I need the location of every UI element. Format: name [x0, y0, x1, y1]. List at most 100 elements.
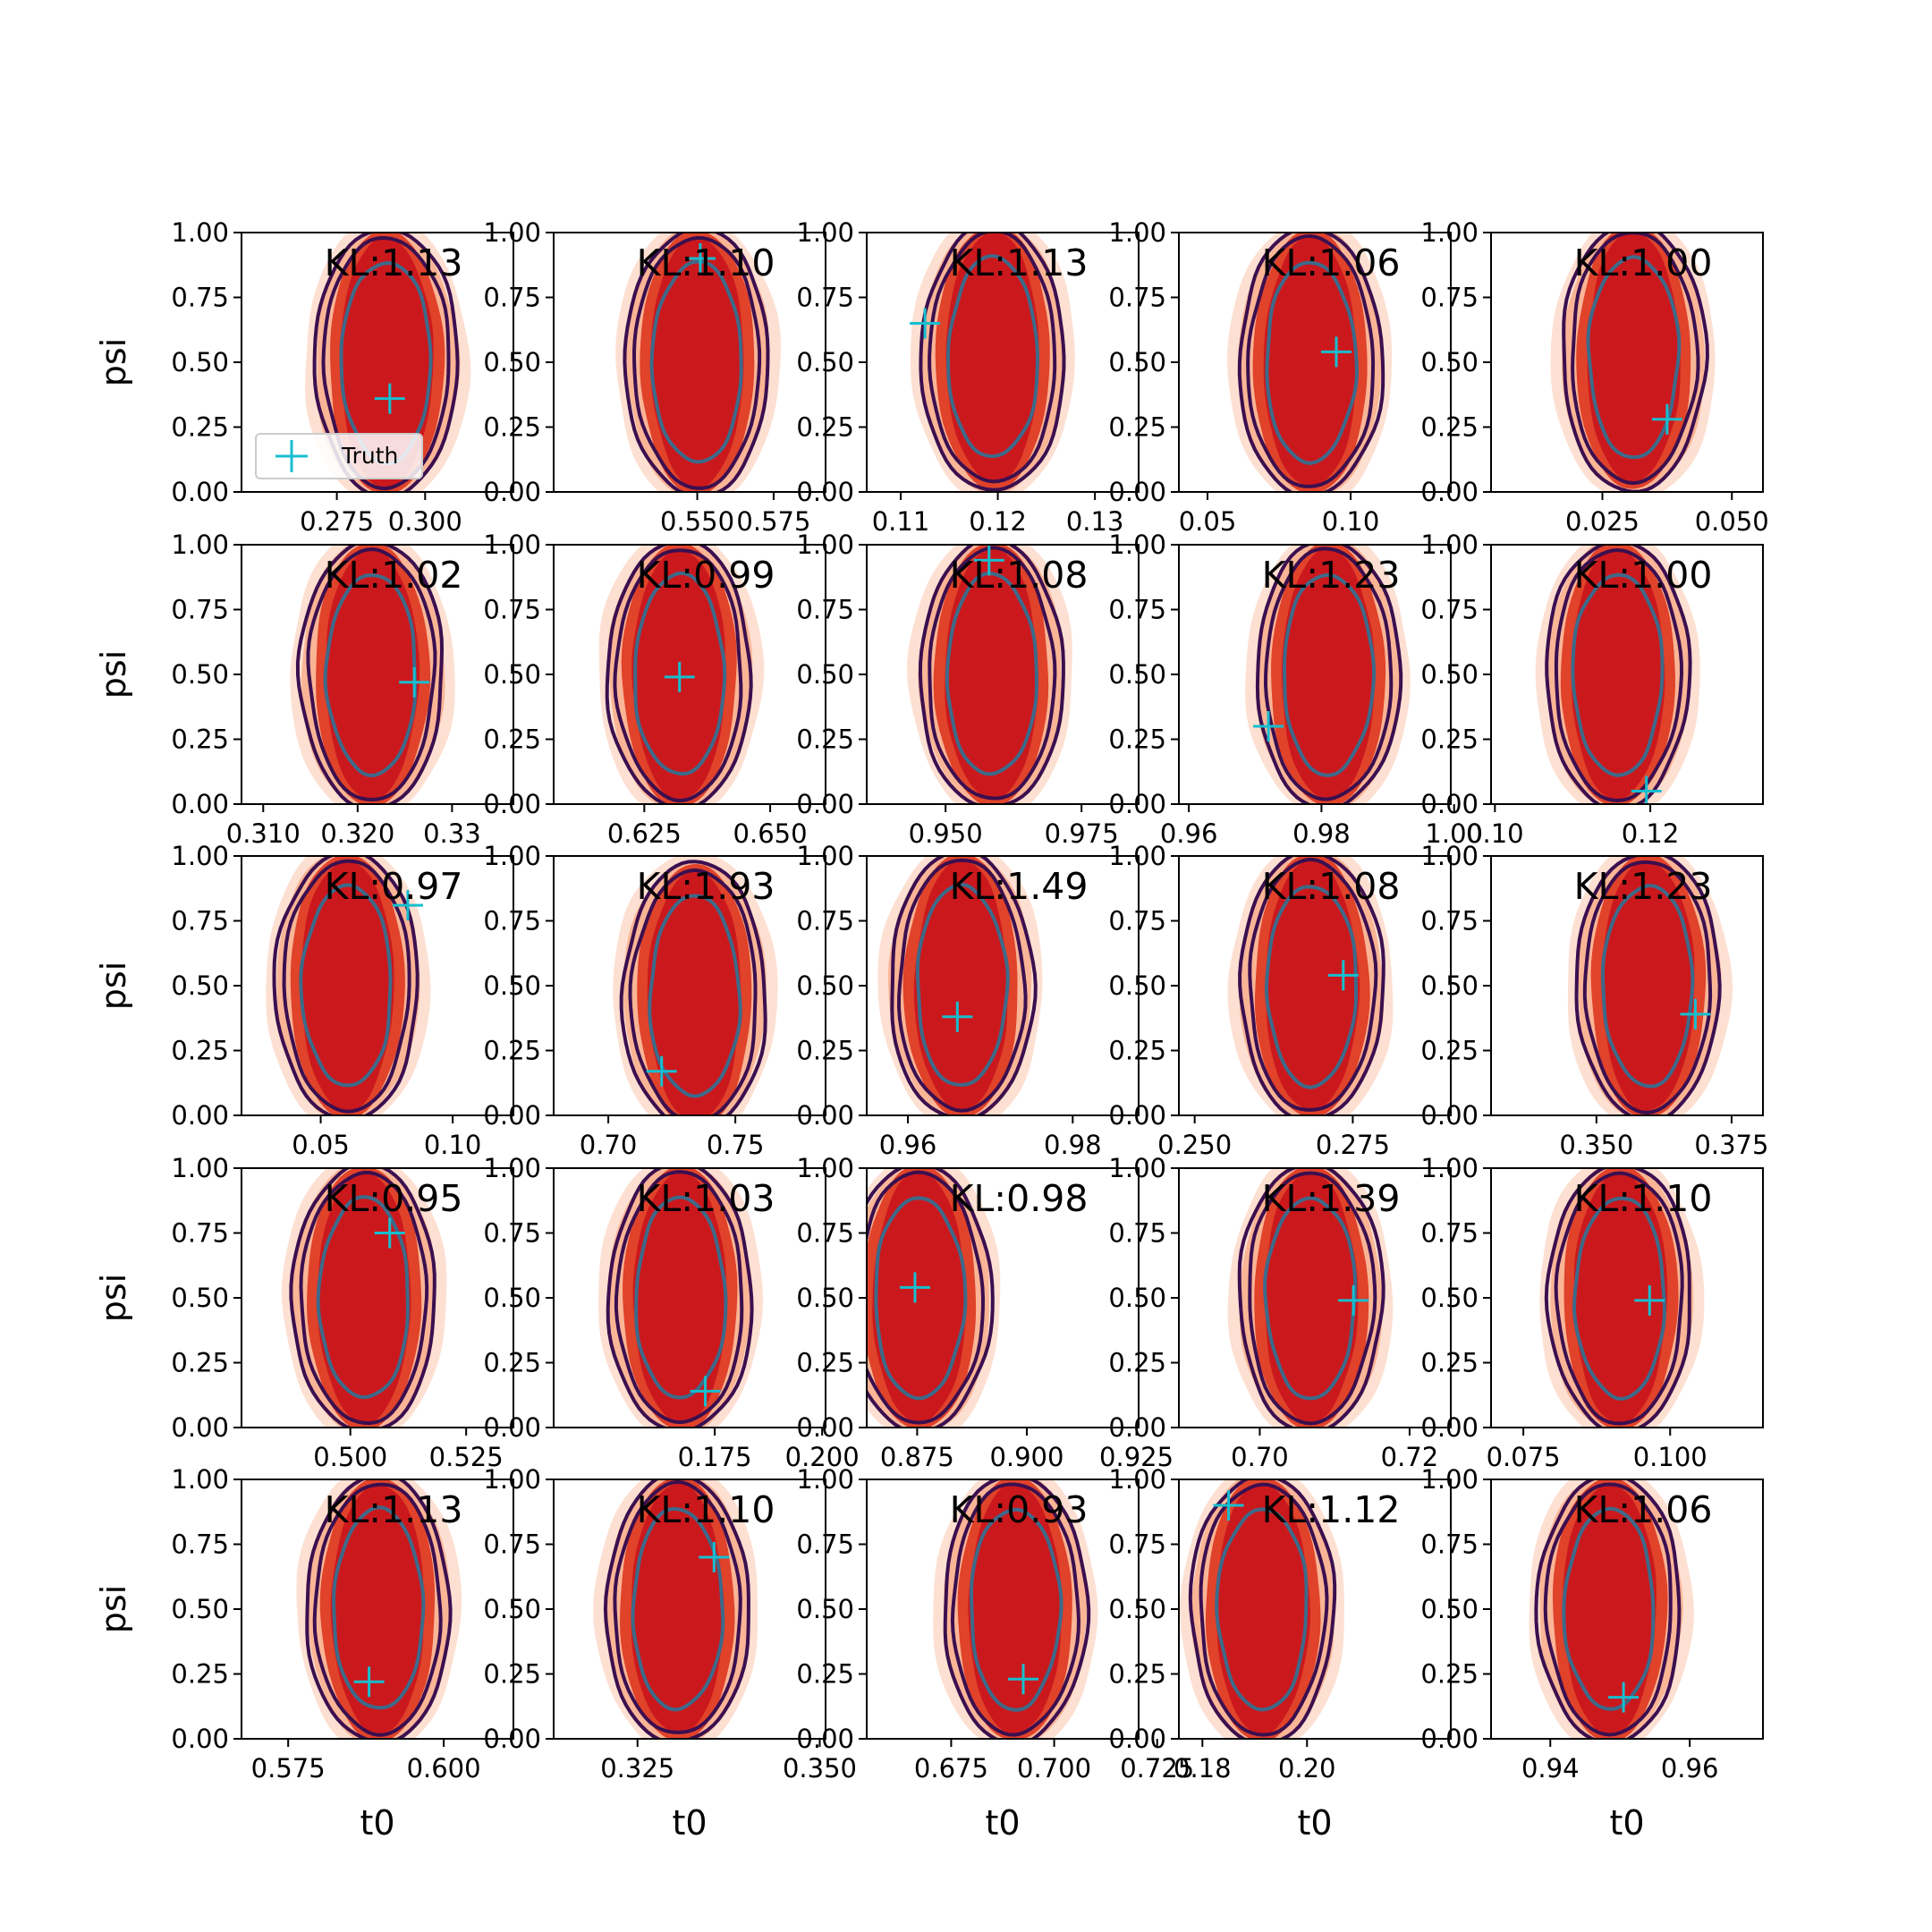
contour-outer: [1199, 1482, 1329, 1737]
kl-annotation: KL:1.02: [325, 554, 463, 597]
y-tick-label: 0.50: [483, 659, 541, 690]
x-axis: 0.500 0.525: [313, 1428, 504, 1472]
x-axis-label: t0: [672, 1803, 707, 1843]
y-tick-label: 0.50: [1108, 347, 1166, 377]
y-tick-label: 1.00: [483, 1153, 541, 1183]
x-tick-label: 0.275: [1316, 1130, 1390, 1160]
x-tick-label: 0.650: [733, 818, 808, 849]
y-tick-label: 0.00: [171, 1100, 229, 1131]
x-tick-label: 0.70: [580, 1130, 638, 1160]
truth-marker: [664, 661, 695, 692]
contour-inner: [915, 882, 1010, 1087]
subplot-2-1: 0.00 0.25 0.50 0.75 1.00 0.310 0.320 0.33 KL:1.0…: [94, 530, 514, 849]
y-tick-label: 0.00: [171, 1724, 229, 1754]
density-contours: [1227, 856, 1394, 1115]
truth-marker: [1338, 1284, 1369, 1316]
y-tick-label: 0.00: [1420, 477, 1479, 507]
kl-annotation: KL:1.39: [1262, 1177, 1401, 1220]
y-tick-label: 0.75: [796, 1218, 854, 1249]
y-tick-label: 0.50: [1108, 1283, 1166, 1313]
legend-label: Truth: [341, 443, 398, 469]
density-fill-dark: [326, 549, 420, 801]
y-tick-label: 0.75: [796, 1530, 854, 1560]
truth-marker: [1321, 336, 1352, 368]
y-tick-label: 0.75: [171, 906, 229, 936]
contour-outer: [1246, 233, 1376, 488]
contour-outer-2: [1574, 856, 1722, 1115]
density-fill-dark: [632, 1172, 726, 1423]
y-tick-label: 0.00: [483, 1724, 541, 1754]
contour-outer-2: [305, 1479, 453, 1739]
x-axis-label: t0: [1609, 1803, 1644, 1843]
y-tick-label: 0.25: [796, 724, 854, 755]
subplot-3-5: 0.00 0.25 0.50 0.75 1.00 0.350 0.375 KL:1.23: [1420, 841, 1768, 1160]
y-tick-label: 0.00: [1420, 1412, 1479, 1443]
density-fill-dark: [945, 549, 1038, 801]
y-tick-label: 0.50: [171, 1283, 229, 1313]
y-tick-label: 0.75: [483, 283, 541, 313]
contour-outer-2: [606, 1168, 754, 1428]
y-tick-label: 0.00: [796, 789, 854, 819]
contour-inner: [323, 573, 418, 778]
contour-outer: [613, 1479, 742, 1734]
truth-marker: [973, 545, 1004, 576]
y-axis-label: psi: [94, 962, 133, 1010]
y-tick-label: 0.75: [483, 1218, 541, 1249]
y-tick-label: 1.00: [1108, 841, 1166, 871]
y-axis: 0.00 0.25 0.50 0.75 1.00: [171, 841, 242, 1131]
y-axis-label: psi: [94, 650, 133, 699]
contour-outer-2: [890, 856, 1038, 1115]
y-tick-label: 1.00: [796, 217, 854, 248]
contour-inner: [1265, 260, 1360, 465]
subplot-1-2: 0.00 0.25 0.50 0.75 1.00 0.550 0.575 KL:1.10: [483, 217, 826, 537]
contour-outer: [299, 1170, 429, 1426]
y-tick-label: 0.25: [171, 1036, 229, 1066]
y-tick-label: 0.75: [1420, 595, 1479, 625]
contour-outer-2: [918, 545, 1065, 804]
subplot-5-1: 0.00 0.25 0.50 0.75 1.00 0.575 0.600 KL:1.13 psi…: [94, 1464, 514, 1843]
x-tick-label: 0.05: [1179, 506, 1237, 537]
density-contours: [598, 1168, 764, 1428]
density-fill-dark: [1573, 1173, 1668, 1424]
density-fill-dark: [1572, 549, 1665, 801]
x-tick-label: 0.375: [1694, 1130, 1768, 1160]
y-axis: 0.00 0.25 0.50 0.75 1.00: [796, 530, 867, 819]
density-fill-dark: [631, 1483, 724, 1734]
contour-outer: [928, 233, 1057, 484]
contour-outer: [1571, 233, 1700, 486]
y-tick-label: 0.50: [171, 347, 229, 377]
y-axis: 0.00 0.25 0.50 0.75 1.00: [171, 217, 242, 507]
y-tick-label: 0.00: [171, 1412, 229, 1443]
x-tick-label: 0.575: [251, 1753, 326, 1784]
kl-annotation: KL:1.12: [1262, 1488, 1401, 1531]
kl-annotation: KL:0.97: [325, 865, 463, 908]
y-axis: 0.00 0.25 0.50 0.75 1.00: [483, 1464, 554, 1754]
subplot-3-3: 0.00 0.25 0.50 0.75 1.00 0.96 0.98 KL:1.49: [796, 841, 1140, 1160]
contour-outer: [950, 1482, 1081, 1737]
y-tick-label: 0.00: [1108, 477, 1166, 507]
truth-marker: [699, 1542, 730, 1572]
y-tick-label: 0.25: [483, 1036, 541, 1066]
density-fill-dark: [650, 238, 744, 489]
truth-marker: [1631, 775, 1662, 804]
y-tick-label: 0.00: [1108, 1724, 1166, 1754]
x-tick-label: 0.700: [1017, 1753, 1091, 1784]
y-axis: 0.00 0.25 0.50 0.75 1.00: [796, 1464, 867, 1754]
x-axis: 0.325 0.350: [600, 1739, 857, 1784]
density-fill-dark: [647, 870, 741, 1115]
x-tick-label: 0.525: [429, 1442, 504, 1472]
subplot-4-2: 0.00 0.25 0.50 0.75 1.00 0.175 0.200 KL:1.03: [483, 1153, 859, 1472]
x-tick-label: 0.05: [292, 1130, 350, 1160]
y-tick-label: 0.25: [1420, 1036, 1479, 1066]
subplot-4-1: 0.00 0.25 0.50 0.75 1.00 0.500 0.525 KL:0.95 psi: [94, 1153, 514, 1472]
y-tick-label: 0.50: [1108, 1594, 1166, 1624]
y-tick-label: 0.25: [171, 724, 229, 755]
contour-outer: [896, 858, 1028, 1113]
x-tick-label: 0.350: [783, 1753, 857, 1784]
x-tick-label: 0.33: [423, 818, 481, 849]
kl-annotation: KL:1.93: [637, 865, 775, 908]
density-contours: [266, 856, 431, 1115]
y-axis-label: psi: [94, 338, 133, 386]
density-contours: [1535, 545, 1700, 804]
x-axis: 0.05 0.10: [1179, 492, 1379, 537]
